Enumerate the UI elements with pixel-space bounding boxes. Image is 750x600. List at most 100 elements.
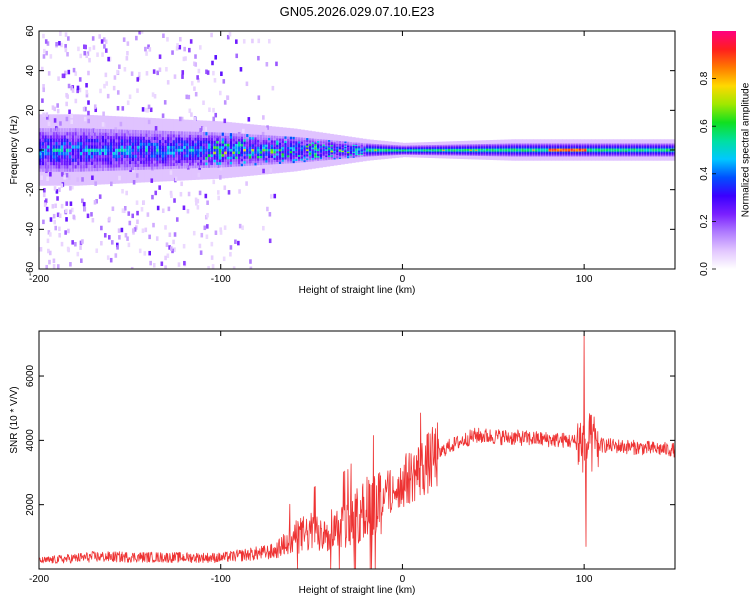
spectrogram-speckle xyxy=(58,226,61,232)
spectrogram-cell xyxy=(148,157,151,161)
spectrogram-cell xyxy=(540,146,543,148)
spectrogram-speckle xyxy=(76,85,80,91)
spectrogram-speckle xyxy=(90,212,93,217)
spectrogram-cell xyxy=(254,148,257,152)
spectrogram-cell xyxy=(88,151,91,156)
spectrogram-cell xyxy=(649,146,652,148)
spectrogram-cell xyxy=(589,147,592,149)
spectrogram-cell xyxy=(401,147,404,149)
spectrogram-cell xyxy=(254,153,257,157)
spectrogram-cell xyxy=(592,151,595,153)
spectrogram-cell xyxy=(363,147,366,149)
spectrogram-cell xyxy=(254,139,257,143)
spectrogram-cell xyxy=(194,131,197,136)
spectrogram-cell xyxy=(592,152,595,154)
spectrogram-speckle xyxy=(65,217,68,222)
spectrogram-cell xyxy=(633,146,636,148)
spectrogram-speckle xyxy=(71,240,74,245)
spectrogram-cell xyxy=(605,146,609,148)
spectrogram-speckle xyxy=(181,70,185,75)
spectrogram-cell xyxy=(265,141,268,145)
spectrogram-cell xyxy=(374,146,377,148)
spectrogram-cell xyxy=(420,148,423,150)
spectrogram-cell xyxy=(347,149,350,151)
spectrogram-cell xyxy=(649,155,652,157)
spectrogram-cell xyxy=(417,147,421,149)
spectrogram-cell xyxy=(477,149,481,151)
spectrogram-cell xyxy=(229,133,233,137)
spectrogram-speckle xyxy=(226,95,230,100)
spectrogram-cell xyxy=(357,152,361,154)
spectrogram-cell xyxy=(382,147,385,150)
spectrogram-cell xyxy=(554,150,557,152)
spectrogram-cell xyxy=(145,133,148,137)
spectrogram-cell xyxy=(655,152,658,154)
spectrogram-cell xyxy=(426,145,429,147)
spectrogram-cell xyxy=(535,144,538,146)
spectrogram-speckle xyxy=(197,68,201,74)
spectrogram-cell xyxy=(292,140,295,144)
spectrogram-cell xyxy=(641,148,644,150)
spectrogram-cell xyxy=(229,158,233,162)
spectrogram-cell xyxy=(216,148,219,152)
spectrogram-cell xyxy=(169,139,173,144)
spectrogram-cell xyxy=(390,148,393,150)
spectrogram-cell xyxy=(145,163,148,167)
spectrogram-cell xyxy=(406,146,410,148)
spectrogram-cell xyxy=(374,154,377,157)
spectrogram-cell xyxy=(167,136,170,141)
spectrogram-cell xyxy=(128,145,132,149)
spectrogram-cell xyxy=(513,144,516,146)
spectrogram-cell xyxy=(401,152,404,155)
spectrogram-cell xyxy=(172,148,175,152)
spectrogram-cell xyxy=(428,148,432,151)
spectrogram-cell xyxy=(338,145,342,147)
spectrogram-cell xyxy=(464,145,467,147)
spectrogram-cell xyxy=(131,139,134,143)
spectrogram-cell xyxy=(529,152,532,154)
spectrogram-cell xyxy=(101,144,104,149)
spectrogram-cell xyxy=(483,144,486,147)
spectrogram-speckle xyxy=(42,219,45,225)
spectrogram-cell xyxy=(191,148,194,152)
spectrogram-speckle xyxy=(149,260,152,266)
spectrogram-cell xyxy=(638,155,641,157)
spectrogram-cell xyxy=(248,139,252,142)
spectrogram-cell xyxy=(134,148,137,152)
spectrogram-cell xyxy=(663,151,666,153)
spectrogram-speckle xyxy=(164,255,167,261)
spectrogram-cell xyxy=(461,152,464,154)
spectrogram-cell xyxy=(175,134,178,138)
spectrogram-cell xyxy=(385,152,388,154)
spectrogram-cell xyxy=(510,155,513,157)
spectrogram-cell xyxy=(671,151,674,153)
spectrogram-speckle xyxy=(52,213,56,219)
spectrogram-speckle xyxy=(155,236,159,241)
spectrogram-cell xyxy=(341,149,344,151)
spectrogram-cell xyxy=(366,147,369,149)
spectrogram-cell xyxy=(586,149,590,151)
spectrogram-cell xyxy=(118,151,121,155)
spectrogram-cell xyxy=(178,142,181,147)
spectrogram-cell xyxy=(450,151,453,154)
spectrogram-speckle xyxy=(93,104,97,109)
spectrogram-cell xyxy=(655,151,658,153)
spectrogram-cell xyxy=(259,148,263,152)
spectrogram-cell xyxy=(120,135,124,140)
spectrogram-cell xyxy=(475,145,478,147)
spectrogram-cell xyxy=(556,145,560,147)
spectrogram-cell xyxy=(622,143,625,145)
spectrogram-cell xyxy=(521,153,524,155)
spectrogram-cell xyxy=(63,134,66,139)
spectrogram-cell xyxy=(156,154,159,158)
spectrogram-cell xyxy=(314,147,317,150)
spectrogram-cell xyxy=(545,151,549,153)
spectrogram-cell xyxy=(548,147,552,149)
spectrogram-cell xyxy=(74,144,77,149)
spectrogram-cell xyxy=(608,150,611,152)
spectrogram-speckle xyxy=(67,69,71,75)
spectrogram-cell xyxy=(319,147,323,150)
spectrogram-cell xyxy=(186,137,189,141)
spectrogram-cell xyxy=(47,157,50,162)
spectrogram-cell xyxy=(616,154,620,156)
